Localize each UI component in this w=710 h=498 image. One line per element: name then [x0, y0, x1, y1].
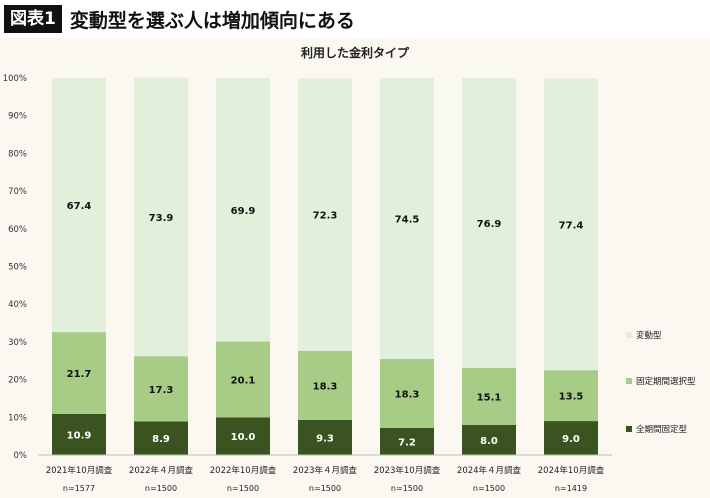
- bar-segment: [544, 370, 598, 422]
- x-tick-label: 2022年10月調査: [210, 465, 277, 476]
- bar-segment: [380, 427, 434, 455]
- sample-size-label: n=1577: [63, 484, 95, 493]
- bar-segment: [298, 419, 352, 455]
- y-tick-label: 30%: [8, 338, 27, 348]
- x-tick-label: 2024年４月調査: [457, 465, 522, 476]
- bar-segment: [298, 350, 352, 420]
- legend-swatch: [626, 378, 632, 384]
- bar-segment: [134, 356, 188, 422]
- y-tick-label: 90%: [8, 112, 27, 122]
- figure-header: 図表1 変動型を選ぶ人は増加傾向にある: [4, 4, 355, 34]
- data-label: 21.7: [67, 369, 92, 380]
- legend-label: 固定期間選択型: [636, 376, 696, 387]
- bar-segment: [462, 424, 516, 455]
- sample-size-label: n=1500: [309, 484, 341, 493]
- data-label: 8.9: [152, 434, 170, 445]
- data-label: 10.0: [231, 432, 256, 443]
- legend-swatch: [626, 426, 632, 432]
- y-tick-label: 40%: [8, 300, 27, 310]
- stacked-bar-chart: 利用した金利タイプ 0% 10% 20% 30% 40% 50% 60% 70% 80% 90% 1…: [3, 45, 696, 493]
- legend-label: 全期間固定型: [636, 424, 688, 435]
- sample-size-label: n=1500: [145, 484, 177, 493]
- bar-segment: [216, 341, 270, 418]
- y-tick-label: 20%: [8, 376, 27, 386]
- data-label: 67.4: [67, 201, 92, 212]
- x-tick-label: 2022年４月調査: [129, 465, 194, 476]
- chart-title: 利用した金利タイプ: [301, 45, 410, 60]
- data-label: 76.9: [477, 219, 502, 230]
- legend-label: 変動型: [636, 330, 662, 341]
- data-label: 69.9: [231, 206, 256, 217]
- bar-segment: [52, 332, 106, 414]
- x-tick-label: 2023年10月調査: [374, 465, 441, 476]
- y-tick-label: 0%: [14, 451, 28, 461]
- sample-size-label: n=1500: [391, 484, 423, 493]
- y-tick-label: 10%: [8, 413, 27, 423]
- bar-segment: [216, 78, 270, 342]
- bar-segment: [216, 417, 270, 455]
- data-label: 17.3: [149, 385, 174, 396]
- sample-size-label: n=1419: [555, 484, 587, 493]
- data-label: 18.3: [395, 389, 420, 400]
- data-label: 20.1: [231, 375, 256, 386]
- y-tick-label: 100%: [3, 74, 27, 84]
- data-label: 8.0: [480, 436, 498, 447]
- data-label: 9.3: [316, 433, 334, 444]
- bar-segment: [298, 78, 352, 351]
- data-label: 74.5: [395, 214, 420, 225]
- bar-segment: [462, 78, 516, 368]
- legend-swatch: [626, 332, 632, 338]
- data-label: 18.3: [313, 381, 338, 392]
- bar-segment: [544, 421, 598, 455]
- x-tick-label: 2024年10月調査: [538, 465, 605, 476]
- x-tick-label: 2021年10月調査: [46, 465, 113, 476]
- data-label: 7.2: [398, 437, 416, 448]
- data-label: 77.4: [559, 220, 584, 231]
- data-label: 73.9: [149, 213, 174, 224]
- bar-segment: [544, 78, 598, 371]
- bar-segment: [134, 77, 188, 357]
- data-label: 10.9: [67, 430, 92, 441]
- data-label: 9.0: [562, 434, 580, 445]
- bar-segment: [380, 358, 434, 428]
- bar-segment: [134, 421, 188, 455]
- y-tick-label: 60%: [8, 225, 27, 235]
- bar-segment: [52, 413, 106, 455]
- data-label: 15.1: [477, 392, 502, 403]
- y-tick-label: 50%: [8, 263, 27, 273]
- sample-size-label: n=1500: [227, 484, 259, 493]
- x-tick-label: 2023年４月調査: [293, 465, 358, 476]
- y-tick-label: 80%: [8, 149, 27, 159]
- figure-headline: 変動型を選ぶ人は増加傾向にある: [69, 9, 355, 32]
- figure-badge: 図表1: [4, 5, 62, 33]
- data-label: 72.3: [313, 211, 338, 222]
- bar-segment: [52, 78, 106, 333]
- bar-segment: [380, 78, 434, 359]
- sample-size-label: n=1500: [473, 484, 505, 493]
- y-tick-label: 70%: [8, 187, 27, 197]
- data-label: 13.5: [559, 392, 584, 403]
- bar-segment: [462, 367, 516, 425]
